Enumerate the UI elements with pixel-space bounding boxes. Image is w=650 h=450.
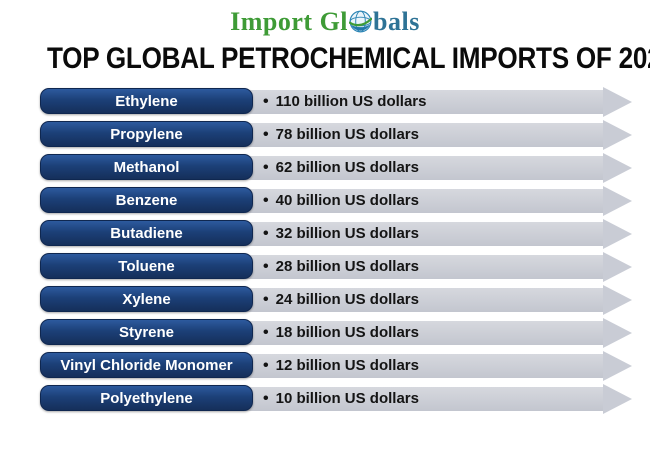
- bullet-icon: •: [263, 356, 269, 374]
- value-label: 12 billion US dollars: [275, 357, 419, 374]
- chart-row: Ethylene • 110 billion US dollars: [40, 86, 650, 117]
- category-pill: Propylene: [40, 121, 253, 147]
- arrow-head-icon: [603, 185, 632, 216]
- category-pill: Styrene: [40, 319, 253, 345]
- category-label: Ethylene: [115, 92, 178, 110]
- arrow-head-icon: [603, 119, 632, 150]
- value-label: 10 billion US dollars: [275, 390, 419, 407]
- bullet-icon: •: [263, 257, 269, 275]
- chart-row: Xylene • 24 billion US dollars: [40, 284, 650, 315]
- chart: Ethylene • 110 billion US dollars Propyl…: [0, 86, 650, 414]
- value-label: 78 billion US dollars: [275, 126, 419, 143]
- category-label: Butadiene: [110, 224, 183, 242]
- value-arrow: • 32 billion US dollars: [245, 218, 632, 249]
- chart-row: Butadiene • 32 billion US dollars: [40, 218, 650, 249]
- value-arrow: • 18 billion US dollars: [245, 317, 632, 348]
- value-label: 32 billion US dollars: [275, 225, 419, 242]
- logo: Import Gl bals: [0, 0, 650, 41]
- category-label: Vinyl Chloride Monomer: [60, 356, 233, 374]
- category-pill: Xylene: [40, 286, 253, 312]
- category-pill: Butadiene: [40, 220, 253, 246]
- chart-row: Benzene • 40 billion US dollars: [40, 185, 650, 216]
- bullet-icon: •: [263, 125, 269, 143]
- chart-row: Toluene • 28 billion US dollars: [40, 251, 650, 282]
- chart-row: Vinyl Chloride Monomer • 12 billion US d…: [40, 350, 650, 381]
- value-arrow: • 12 billion US dollars: [245, 350, 632, 381]
- bullet-icon: •: [263, 290, 269, 308]
- logo-text-right: bals: [373, 7, 420, 36]
- category-pill: Polyethylene: [40, 385, 253, 411]
- category-pill: Methanol: [40, 154, 253, 180]
- logo-text-left: Import Gl: [230, 7, 349, 36]
- value-arrow: • 62 billion US dollars: [245, 152, 632, 183]
- value-label: 24 billion US dollars: [275, 291, 419, 308]
- category-pill: Benzene: [40, 187, 253, 213]
- chart-row: Methanol • 62 billion US dollars: [40, 152, 650, 183]
- value-arrow: • 110 billion US dollars: [245, 86, 632, 117]
- value-arrow: • 28 billion US dollars: [245, 251, 632, 282]
- bullet-icon: •: [263, 191, 269, 209]
- arrow-head-icon: [603, 86, 632, 117]
- value-arrow: • 10 billion US dollars: [245, 383, 632, 414]
- chart-row: Propylene • 78 billion US dollars: [40, 119, 650, 150]
- category-label: Benzene: [115, 191, 178, 209]
- category-pill: Ethylene: [40, 88, 253, 114]
- bullet-icon: •: [263, 389, 269, 407]
- value-label: 62 billion US dollars: [275, 159, 419, 176]
- category-pill: Vinyl Chloride Monomer: [40, 352, 253, 378]
- value-label: 28 billion US dollars: [275, 258, 419, 275]
- value-label: 40 billion US dollars: [275, 192, 419, 209]
- arrow-head-icon: [603, 218, 632, 249]
- category-label: Xylene: [122, 290, 171, 308]
- category-label: Methanol: [113, 158, 180, 176]
- category-label: Polyethylene: [100, 389, 193, 407]
- bullet-icon: •: [263, 224, 269, 242]
- value-arrow: • 78 billion US dollars: [245, 119, 632, 150]
- value-label: 110 billion US dollars: [275, 93, 427, 110]
- value-arrow: • 40 billion US dollars: [245, 185, 632, 216]
- value-arrow: • 24 billion US dollars: [245, 284, 632, 315]
- globe-icon: [348, 10, 373, 33]
- arrow-head-icon: [603, 152, 632, 183]
- bullet-icon: •: [263, 323, 269, 341]
- value-label: 18 billion US dollars: [275, 324, 419, 341]
- category-label: Styrene: [118, 323, 175, 341]
- arrow-head-icon: [603, 350, 632, 381]
- category-pill: Toluene: [40, 253, 253, 279]
- category-label: Toluene: [118, 257, 175, 275]
- arrow-head-icon: [603, 284, 632, 315]
- bullet-icon: •: [263, 158, 269, 176]
- arrow-head-icon: [603, 383, 632, 414]
- chart-row: Polyethylene • 10 billion US dollars: [40, 383, 650, 414]
- arrow-head-icon: [603, 317, 632, 348]
- chart-row: Styrene • 18 billion US dollars: [40, 317, 650, 348]
- page-title: TOP GLOBAL PETROCHEMICAL IMPORTS OF 2023: [46, 42, 650, 75]
- bullet-icon: •: [263, 92, 269, 110]
- arrow-head-icon: [603, 251, 632, 282]
- category-label: Propylene: [110, 125, 183, 143]
